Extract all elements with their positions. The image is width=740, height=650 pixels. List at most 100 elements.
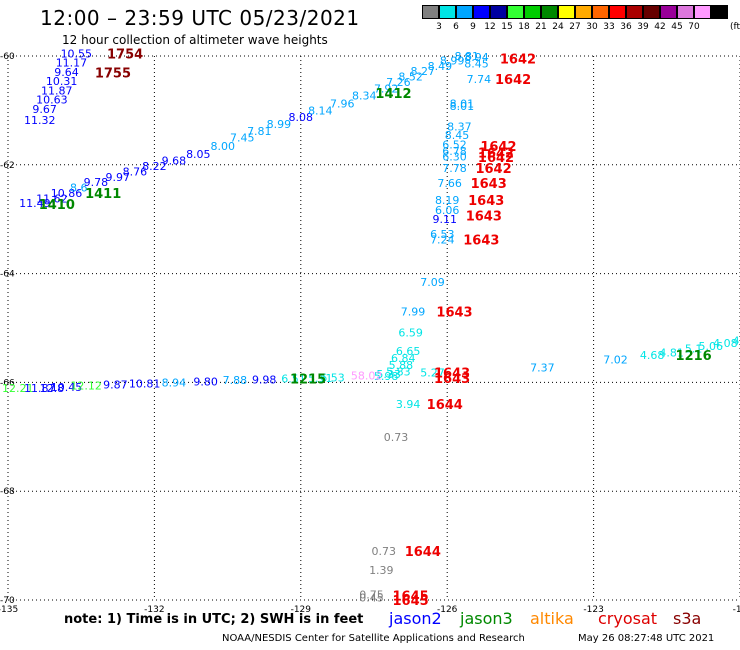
color-swatch (660, 5, 677, 19)
wave-height-value: 7.96 (330, 97, 355, 110)
pass-time-label: 1643 (466, 209, 502, 224)
color-swatch (575, 5, 592, 19)
color-scale-label: 6 (453, 22, 459, 32)
wave-height-value: 7.37 (530, 362, 555, 375)
color-scale-label: 39 (637, 22, 649, 32)
wave-height-value: 7.26 (386, 76, 411, 89)
mission-s3a: s3a (673, 609, 702, 628)
wave-height-value: 9.64 (54, 66, 79, 79)
wave-height-value: 7.81 (247, 125, 272, 138)
y-tick-label: -60 (0, 52, 15, 62)
wave-height-value: 10.31 (46, 75, 78, 88)
wave-height-value: 12.8 (40, 382, 65, 395)
wave-height-value: 0.75 (359, 589, 384, 602)
pass-time-label: 1755 (95, 66, 131, 81)
wave-height-value: 3.94 (396, 398, 421, 411)
color-scale-label: 27 (569, 22, 581, 32)
mission-cryosat: cryosat (598, 609, 658, 628)
wave-height-value: 9.78 (84, 176, 109, 189)
wave-height-value: 7.78 (442, 162, 467, 175)
wave-height-value: 8.99 (267, 118, 292, 131)
wave-height-value: 8.27 (411, 65, 436, 78)
color-swatch (524, 5, 541, 19)
credit-line: NOAA/NESDIS Center for Satellite Applica… (222, 633, 525, 644)
wave-height-value: 10.81 (129, 377, 161, 390)
color-scale-label: 9 (470, 22, 476, 32)
y-tick-label: -64 (0, 270, 15, 280)
color-scale-unit: (ft) (730, 22, 740, 32)
wave-height-value: 5.27 (420, 367, 445, 380)
color-swatch (694, 5, 711, 19)
color-swatch (473, 5, 490, 19)
wave-height-value: 7.66 (437, 177, 462, 190)
wave-height-value: 11.17 (56, 57, 88, 70)
wave-height-value: 6.78 (442, 145, 467, 158)
wave-height-value: 8.05 (186, 148, 211, 161)
x-tick-label: -12 (733, 605, 740, 615)
mission-altika: altika (530, 609, 574, 628)
wave-height-value: 0.73 (372, 545, 397, 558)
wave-height-value: 7.74 (467, 73, 492, 86)
pass-time-label: 1642 (478, 151, 514, 166)
color-scale-label: 30 (586, 22, 598, 32)
wave-height-value: 4.81 (659, 346, 684, 359)
wave-height-value: 9.11 (433, 213, 458, 226)
wave-height-value: 12.12 (70, 380, 102, 393)
color-scale-label: 15 (501, 22, 513, 32)
wave-height-value: 6.51 (281, 373, 306, 386)
pass-time-label: 1643 (468, 194, 504, 209)
wave-height-value: 8.22 (142, 160, 167, 173)
wave-height-value: 8.76 (123, 165, 148, 178)
wave-height-value: 8.34 (352, 90, 377, 103)
wave-height-value: 8.6 (70, 182, 88, 195)
pass-time-label: 1215 (290, 373, 326, 388)
pass-time-label: 1643 (463, 233, 499, 248)
color-swatch (422, 5, 439, 19)
wave-height-value: 5.88 (389, 359, 414, 372)
color-scale-label: 21 (535, 22, 547, 32)
color-scale-label: 70 (688, 22, 700, 32)
wave-height-value: 5.33 (376, 368, 401, 381)
wave-height-value: 8.00 (210, 140, 235, 153)
y-tick-label: -70 (0, 596, 15, 606)
color-swatch (711, 5, 728, 19)
mission-jason2: jason2 (389, 609, 442, 628)
wave-height-value: 0.45 (359, 591, 384, 604)
x-tick-label: -132 (144, 605, 164, 615)
wave-height-value: 8.19 (435, 194, 460, 207)
pass-time-label: 1642 (480, 140, 516, 155)
wave-height-value: 12.21 (2, 382, 34, 395)
wave-height-value: 5.91 (308, 372, 333, 385)
wave-height-value: 9.80 (193, 375, 218, 388)
wave-height-value: 11.49 (19, 197, 51, 210)
wave-height-value: 7.09 (420, 276, 445, 289)
generated-timestamp: May 26 08:27:48 UTC 2021 (578, 633, 715, 644)
wave-height-value: 1.39 (369, 564, 394, 577)
footnote: note: 1) Time is in UTC; 2) SWH is in fe… (64, 612, 364, 627)
pass-time-label: 1644 (427, 398, 463, 413)
color-swatch (643, 5, 660, 19)
color-swatch (439, 5, 456, 19)
color-swatch (507, 5, 524, 19)
wave-height-value: 5.83 (386, 366, 411, 379)
wave-height-value: 9.98 (252, 374, 277, 387)
wave-height-value: 8.45 (464, 58, 489, 71)
wave-height-value: 7.88 (223, 374, 248, 387)
color-swatch (558, 5, 575, 19)
wave-height-value: 6.06 (435, 204, 460, 217)
mission-jason3: jason3 (460, 609, 513, 628)
y-tick-label: -68 (0, 487, 15, 497)
y-tick-label: -66 (0, 378, 15, 388)
pass-time-label: 1643 (434, 372, 470, 387)
wave-height-value: 7.02 (603, 354, 628, 367)
wave-height-value: 0.73 (384, 431, 409, 444)
chart-title: 12:00 – 23:59 UTC 05/23/2021 (40, 6, 360, 30)
wave-height-value: 8.08 (289, 111, 314, 124)
wave-height-value: 9.67 (32, 103, 57, 116)
pass-time-label: 1645 (393, 594, 429, 609)
wave-height-value: 8.45 (445, 129, 470, 142)
wave-height-value: 8.37 (447, 121, 472, 134)
x-tick-label: -135 (0, 605, 18, 615)
color-swatch (490, 5, 507, 19)
